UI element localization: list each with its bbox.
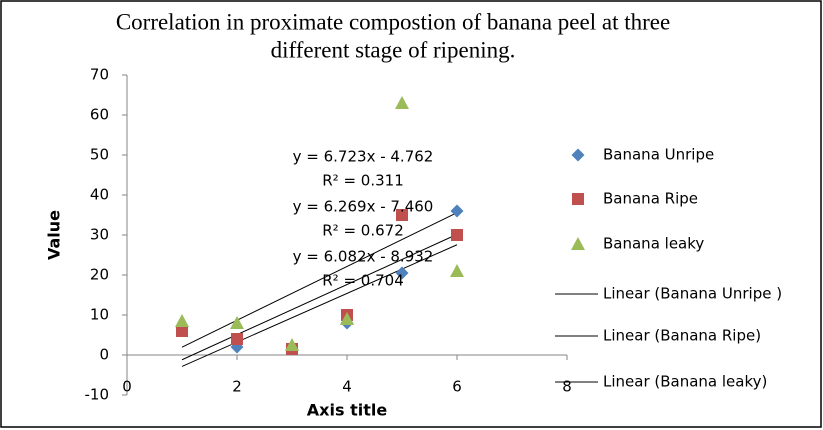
data-point [450,264,464,277]
y-tick-label: 60 [90,106,109,124]
y-axis-title: Value [45,210,64,260]
legend-marker [572,193,584,205]
data-point [231,333,243,345]
trendline-r2: R² = 0.704 [322,272,403,290]
legend-label: Banana Unripe [603,146,714,164]
y-tick-label: 10 [90,306,109,324]
trendline-equation: y = 6.723x - 4.762 [293,148,434,166]
data-point [450,204,464,218]
chart-title: different stage of ripening. [271,37,516,62]
data-point [451,229,463,241]
trendline-equation: y = 6.082x - 8.932 [293,248,434,266]
x-tick-label: 2 [232,378,242,396]
y-tick-label: 30 [90,226,109,244]
data-point [176,325,188,337]
data-point [396,209,408,221]
x-tick-label: 6 [452,378,462,396]
trendline [181,233,458,361]
data-point [340,312,354,325]
trendline-equation: y = 6.269x - 7.460 [293,198,434,216]
trendline-r2: R² = 0.311 [322,172,403,190]
y-tick-label: 20 [90,266,109,284]
trendline [181,212,458,348]
data-point [230,316,244,329]
data-point [395,96,409,109]
y-tick-label: 40 [90,186,109,204]
legend-label: Linear (Banana Ripe) [603,327,761,345]
data-point [285,338,299,351]
trendline-r2: R² = 0.672 [322,222,403,240]
y-tick-label: 0 [99,346,109,364]
x-tick-label: 0 [122,378,132,396]
y-tick-label: 70 [90,66,109,84]
x-tick-label: 4 [342,378,352,396]
legend-marker [571,148,585,162]
legend-label: Banana leaky [603,235,704,253]
x-axis-title: Axis title [307,401,388,420]
legend-label: Linear (Banana Unripe ) [603,285,782,303]
x-tick-label: 8 [562,378,572,396]
data-point [395,266,409,280]
y-tick-label: 50 [90,146,109,164]
trendline [181,244,458,367]
legend-label: Banana Ripe [603,190,698,208]
chart-title: Correlation in proximate compostion of b… [116,9,670,34]
y-tick-label: -10 [85,386,110,404]
legend-label: Linear (Banana leaky) [603,373,767,391]
legend-marker [571,237,585,250]
data-point [175,314,189,327]
